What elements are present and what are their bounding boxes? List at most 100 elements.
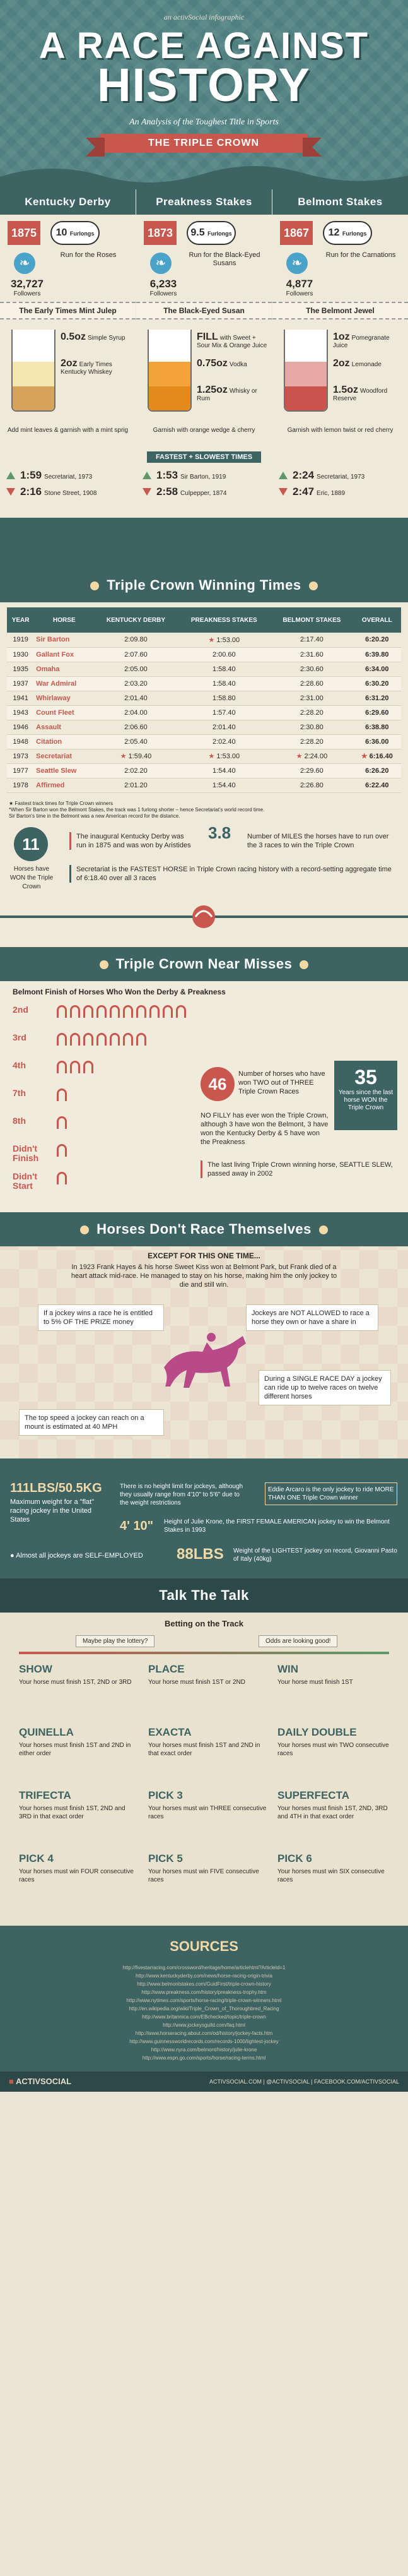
table-cell: 1919 bbox=[7, 633, 34, 647]
table-cell: ★ 2:24.00 bbox=[271, 749, 353, 763]
cell-value: 1948 bbox=[13, 738, 28, 746]
fact-inaugural-derby: The inaugural Kentucky Derby was run in … bbox=[69, 832, 195, 850]
fastest-by: Sir Barton, 1919 bbox=[180, 474, 226, 480]
furlongs-badge: 9.5 Furlongs bbox=[187, 221, 236, 245]
drink-name: The Black-Eyed Susan bbox=[136, 302, 272, 319]
source-link[interactable]: http://www.nyra.com/belmont/history/juli… bbox=[25, 2046, 383, 2054]
table-cell: 6:31.20 bbox=[353, 691, 401, 705]
footer-links[interactable]: ACTIVSOCIAL.COM | @ACTIVSOCIAL | FACEBOO… bbox=[209, 2072, 399, 2092]
furlongs-unit: Furlongs bbox=[207, 230, 232, 237]
winners-title-text: Triple Crown Winning Times bbox=[107, 577, 301, 593]
run-for-text: Run for the Roses bbox=[50, 251, 126, 259]
cell-value: 2:06.60 bbox=[124, 724, 148, 731]
table-cell: Whirlaway bbox=[34, 691, 94, 705]
sources-list: http://fivestarracing.com/crossword/heri… bbox=[25, 1964, 383, 2062]
furlongs-badge: 10 Furlongs bbox=[50, 221, 100, 245]
source-link[interactable]: http://www.britannica.com/EBchecked/topi… bbox=[25, 2013, 383, 2021]
table-cell: 2:26.80 bbox=[271, 778, 353, 792]
source-link[interactable]: http://www.espn.go.com/sports/horse/raci… bbox=[25, 2054, 383, 2062]
horseshoe-icon bbox=[83, 1005, 93, 1018]
horseshoe-row bbox=[57, 1116, 70, 1130]
ingredient-amount: 1.5oz bbox=[333, 385, 358, 395]
table-cell: 2:02.20 bbox=[94, 763, 177, 778]
table-cell: 1943 bbox=[7, 705, 34, 720]
footer-brand: ■ ACTIVSOCIAL bbox=[9, 2072, 71, 2092]
ground-decoration bbox=[0, 1446, 408, 1477]
ingredient: 1.25oz Whisky or Rum bbox=[197, 386, 269, 403]
followers-label: Followers bbox=[5, 290, 49, 297]
table-cell: ★ 6:16.40 bbox=[353, 749, 401, 763]
table-note-2: *When Sir Barton won the Belmont Stakes,… bbox=[9, 807, 400, 813]
near-misses-section: Triple Crown Near Misses Belmont Finish … bbox=[0, 947, 408, 1212]
cell-value: Affirmed bbox=[36, 782, 64, 789]
table-cell: 1937 bbox=[7, 676, 34, 691]
horseshoe-icon bbox=[70, 1005, 80, 1018]
ingredient: 1.5oz Woodford Reserve bbox=[333, 386, 405, 403]
years-since-card: 35 Years since the last horse WON the Tr… bbox=[334, 1061, 397, 1130]
furlongs-unit: Furlongs bbox=[70, 230, 95, 237]
ingredient: 2oz Lemonade bbox=[333, 360, 405, 369]
near-subtitle: Belmont Finish of Horses Who Won the Der… bbox=[13, 987, 226, 996]
jockey-facts-section: 111LBS/50.5KG Maximum weight for a "flat… bbox=[0, 1477, 408, 1578]
ingredient-amount: 0.5oz bbox=[61, 331, 86, 342]
star-icon: ★ bbox=[361, 753, 370, 760]
table-row: 1978 Affirmed 2:01.20 1:54.40 2:26.80 6:22.40 bbox=[7, 778, 401, 792]
bet-name: PICK 3 bbox=[148, 1789, 268, 1802]
source-link[interactable]: http://www.kentuckyderby.com/news/horse-… bbox=[25, 1972, 383, 1980]
bet-type: PICK 3 Your horses must win THREE consecu… bbox=[148, 1789, 268, 1821]
followers: 32,727 Followers bbox=[5, 278, 49, 297]
twitter-icon: ❧ bbox=[14, 253, 35, 274]
source-link[interactable]: http://www.guinnessworldrecords.com/reco… bbox=[25, 2037, 383, 2046]
cell-value: 1943 bbox=[13, 709, 28, 717]
source-link[interactable]: http://www.belmontstakes.com/GuidFirst/t… bbox=[25, 1980, 383, 1988]
bet-name: EXACTA bbox=[148, 1726, 268, 1739]
cell-value: 1:58.40 bbox=[213, 665, 236, 673]
table-cell: War Admiral bbox=[34, 676, 94, 691]
race-times: 2:24 Secretariat, 1973 2:47 Eric, 1889 bbox=[272, 467, 408, 500]
table-cell: 6:22.40 bbox=[353, 778, 401, 792]
followers-label: Followers bbox=[277, 290, 322, 297]
cell-value: Sir Barton bbox=[36, 636, 69, 643]
source-link[interactable]: http://www.horseracing.about.com/od/hist… bbox=[25, 2029, 383, 2037]
star-icon: ★ bbox=[209, 636, 217, 644]
source-link[interactable]: http://www.nytimes.com/sports/horse-raci… bbox=[25, 1996, 383, 2005]
column-header: PREAKNESS STAKES bbox=[177, 607, 271, 633]
cell-value: 6:39.80 bbox=[365, 651, 388, 659]
bet-description: Your horse must finish 1ST bbox=[277, 1678, 397, 1686]
table-cell: 6:29.60 bbox=[353, 705, 401, 720]
horseshoe-icon bbox=[57, 1144, 67, 1157]
table-cell: Sir Barton bbox=[34, 633, 94, 647]
sources-title: SOURCES bbox=[0, 1938, 408, 1955]
times-label-text: FASTEST + SLOWEST TIMES bbox=[147, 451, 261, 463]
table-cell: Gallant Fox bbox=[34, 647, 94, 662]
race-column-1: Preakness Stakes 1873 9.5 Furlongs ❧ Run for… bbox=[136, 189, 272, 568]
stat-years-number: 35 bbox=[334, 1066, 397, 1089]
horseshoe-icon bbox=[70, 1033, 80, 1046]
source-link[interactable]: http://en.wikipedia.org/wiki/Triple_Crow… bbox=[25, 2005, 383, 2013]
bet-name: PLACE bbox=[148, 1663, 268, 1676]
ingredient-name: Vodka bbox=[230, 361, 247, 368]
twitter-icon: ❧ bbox=[150, 253, 172, 274]
furlongs-number: 12 bbox=[329, 227, 340, 238]
cell-value: 2:17.40 bbox=[300, 636, 323, 643]
table-cell: 2:01.20 bbox=[94, 778, 177, 792]
source-link[interactable]: http://www.jockeysguild.com/faq.html bbox=[25, 2021, 383, 2029]
horseshoe-row bbox=[57, 1144, 70, 1158]
horseshoe-icon bbox=[83, 1061, 93, 1073]
bet-name: DAILY DOUBLE bbox=[277, 1726, 397, 1739]
bet-description: Your horses must win SIX consecutive rac… bbox=[277, 1868, 397, 1884]
bet-description: Your horses must win FIVE consecutive ra… bbox=[148, 1868, 268, 1884]
table-row: 1977 Seattle Slew 2:02.20 1:54.40 2:29.60 6:2… bbox=[7, 763, 401, 778]
races-section: Kentucky Derby 1875 10 Furlongs ❧ Run for th… bbox=[0, 189, 408, 568]
slowest-by: Stone Street, 1908 bbox=[44, 490, 96, 497]
cell-value: 2:31.00 bbox=[300, 695, 323, 702]
table-cell: 2:09.80 bbox=[94, 633, 177, 647]
slowest-time-row: 2:58 Culpepper, 1874 bbox=[136, 484, 272, 500]
cell-value: 6:30.20 bbox=[365, 680, 388, 688]
source-link[interactable]: http://fivestarracing.com/crossword/heri… bbox=[25, 1964, 383, 1972]
table-cell: 2:28.20 bbox=[271, 705, 353, 720]
cell-value: 6:26.20 bbox=[365, 767, 388, 775]
bet-description: Your horses must finish 1ST, 2ND and 3RD… bbox=[19, 1804, 139, 1821]
source-link[interactable]: http://www.preakness.com/history/preakne… bbox=[25, 1988, 383, 1996]
cell-value: 1935 bbox=[13, 665, 28, 673]
